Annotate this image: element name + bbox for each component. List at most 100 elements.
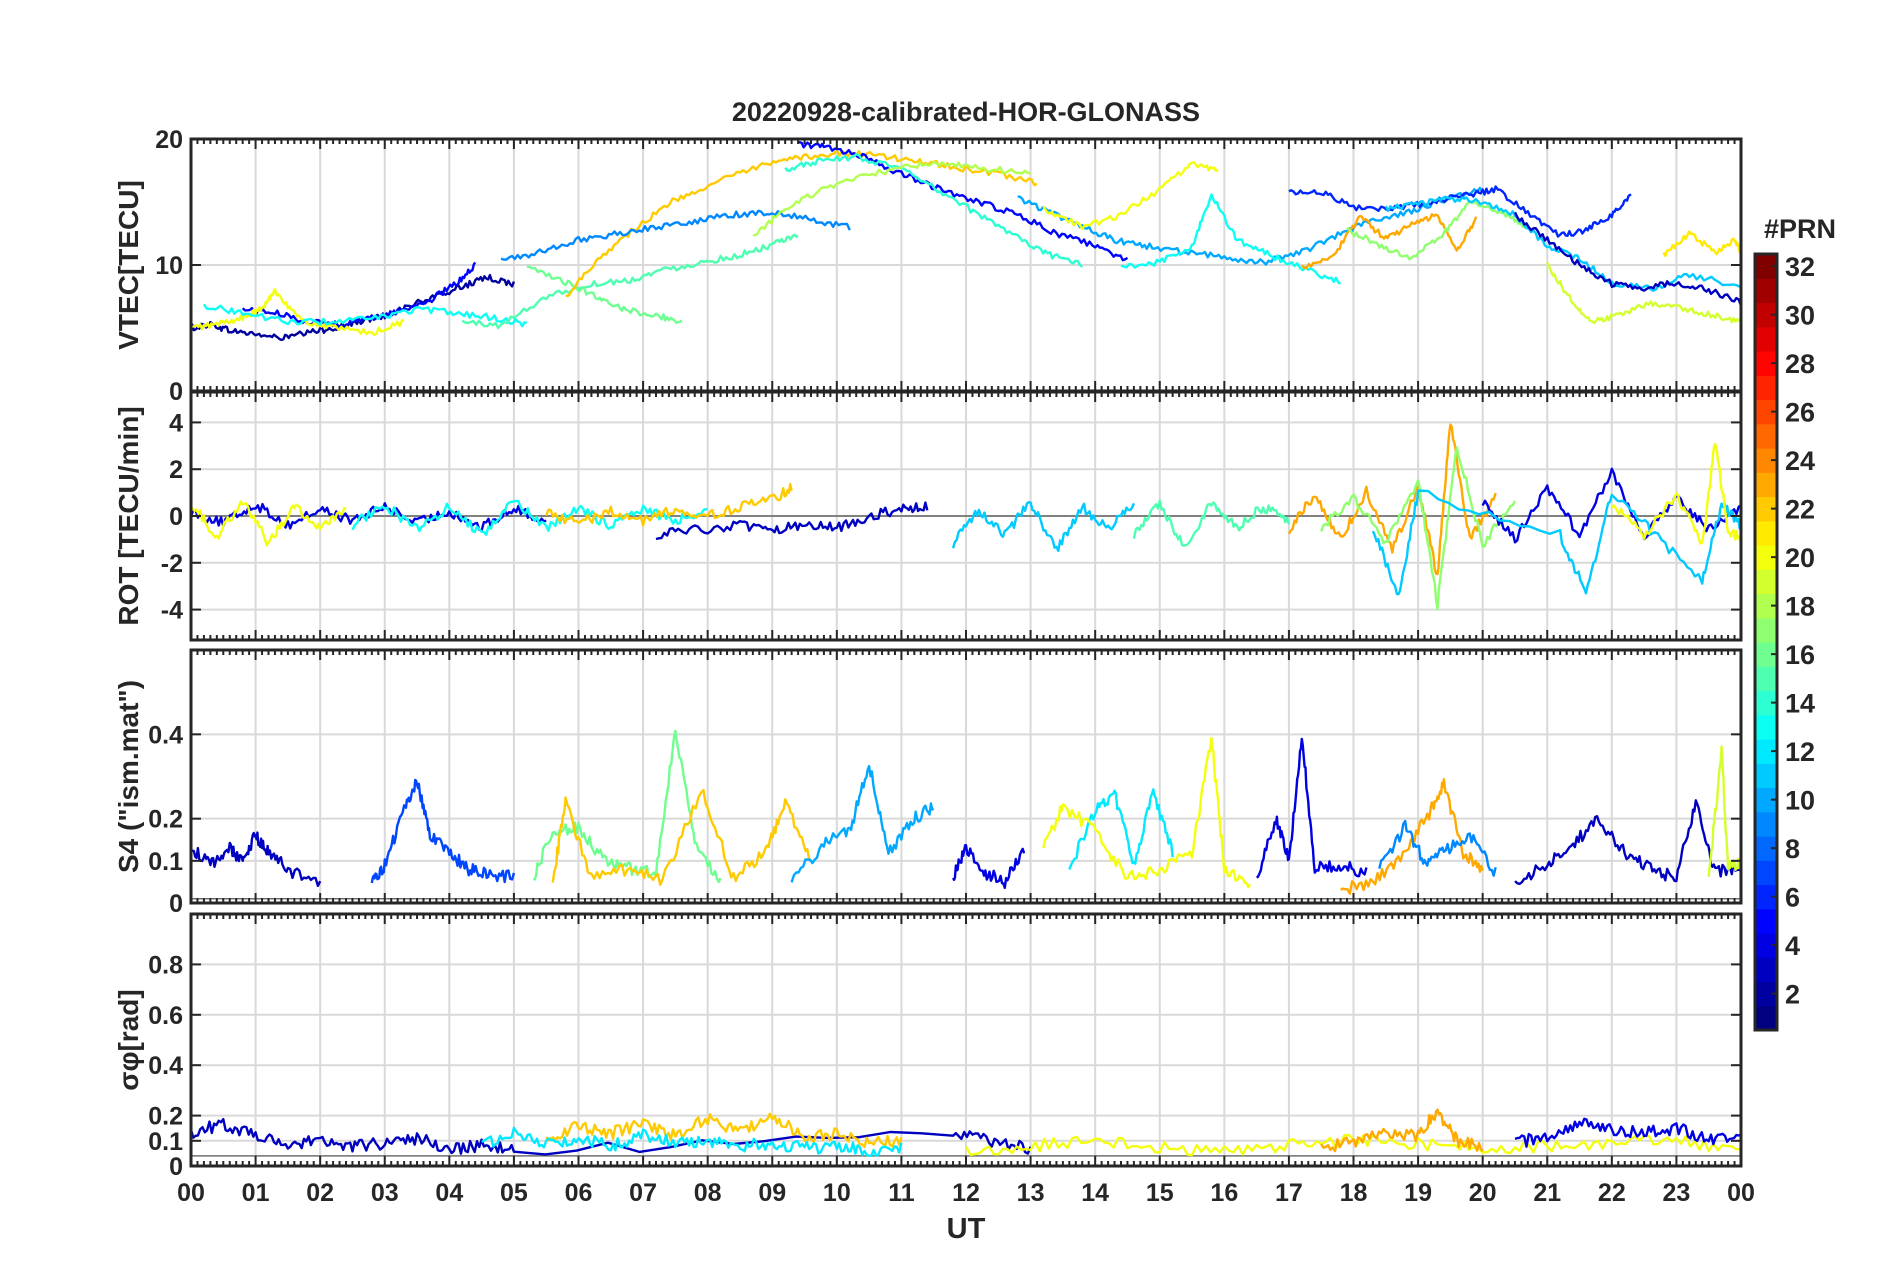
panel-sigma: 00.10.2 0.4 0.6 0.8σφ[rad] xyxy=(113,912,1743,1181)
x-tick-label: 15 xyxy=(1146,1179,1174,1207)
colorbar-segment xyxy=(1755,617,1777,643)
data-series-prn-4 xyxy=(191,502,547,532)
y-tick-label: 0 xyxy=(169,503,183,531)
data-series-prn-6 xyxy=(1288,185,1632,238)
y-tick-label: 0.1 xyxy=(148,1128,183,1156)
colorbar-tick-label: 14 xyxy=(1785,689,1815,719)
x-tick-label: 00 xyxy=(1727,1179,1755,1207)
colorbar-segment xyxy=(1755,375,1777,401)
y-tick-label: 0.2 xyxy=(148,806,183,834)
colorbar-tick-label: 18 xyxy=(1785,592,1815,622)
colorbar-segment xyxy=(1755,787,1777,813)
colorbar-segment xyxy=(1755,957,1777,983)
colorbar-segment xyxy=(1755,254,1777,279)
panel-rot: -4 -2 0 2 4 ROT [TECU/min] xyxy=(113,390,1743,642)
data-series-prn-20 xyxy=(191,500,347,547)
series-group-sigma xyxy=(191,1108,1741,1157)
colorbar-segment xyxy=(1755,351,1777,376)
data-series-prn-23 xyxy=(1287,423,1497,576)
data-series-prn-20 xyxy=(1042,161,1219,231)
colorbar-segment xyxy=(1755,884,1777,910)
data-series-prn-12 xyxy=(1068,788,1174,870)
y-axis-label-rot: ROT [TECU/min] xyxy=(113,406,144,625)
x-axis-label: UT xyxy=(947,1213,986,1245)
colorbar-tick-label: 4 xyxy=(1785,931,1800,961)
colorbar-segment xyxy=(1755,739,1777,764)
data-series-prn-17 xyxy=(1320,446,1517,611)
x-tick-label: 10 xyxy=(823,1179,851,1207)
data-series-prn-3 xyxy=(191,831,322,888)
colorbar-segment xyxy=(1755,666,1777,692)
data-series-prn-4 xyxy=(1481,467,1741,544)
colorbar-segment xyxy=(1755,908,1777,934)
x-tick-label: 04 xyxy=(435,1179,463,1207)
y-tick-label: 0 xyxy=(169,378,183,406)
data-series-prn-15 xyxy=(461,233,799,330)
data-series-prn-3 xyxy=(1514,799,1741,886)
colorbar-tick-label: 8 xyxy=(1785,834,1800,864)
x-tick-label: 23 xyxy=(1663,1179,1691,1207)
data-series-prn-20 xyxy=(1611,442,1741,545)
colorbar-tick-label: 30 xyxy=(1785,301,1815,331)
colorbar-segment xyxy=(1755,690,1777,716)
panel-vtec: 0 10 20 VTEC[TECU] xyxy=(113,126,1743,406)
y-tick-label: 0.4 xyxy=(148,1052,183,1080)
data-series-prn-22 xyxy=(565,149,1038,298)
panel-s4: 0 0.1 0.2 0.4S4 ("ism.mat") xyxy=(113,648,1743,918)
data-series-prn-3 xyxy=(655,501,929,541)
data-series-prn-16 xyxy=(526,265,683,325)
data-series-prn-20 xyxy=(191,288,405,336)
colorbar-tick-label: 26 xyxy=(1785,398,1815,428)
x-tick-label: 05 xyxy=(500,1179,528,1207)
y-tick-label: 0.6 xyxy=(148,1002,183,1030)
data-series-prn-19 xyxy=(1546,262,1741,325)
y-tick-label: -4 xyxy=(161,597,183,625)
colorbar-segment xyxy=(1755,714,1777,740)
data-series-prn-9 xyxy=(500,209,851,261)
x-tick-label: 11 xyxy=(888,1179,915,1207)
y-tick-label: 10 xyxy=(155,252,183,280)
data-series-prn-14 xyxy=(784,153,1084,268)
y-tick-label: 0.8 xyxy=(148,951,183,979)
colorbar-segment xyxy=(1755,399,1777,425)
x-tick-label: 02 xyxy=(306,1179,334,1207)
data-series-prn-23 xyxy=(1340,778,1484,895)
data-series-prn-10 xyxy=(1017,186,1484,266)
colorbar-segment xyxy=(1755,278,1777,304)
data-series-prn-5 xyxy=(241,261,477,329)
y-tick-label: 0.1 xyxy=(148,848,183,876)
y-axis-label-s4: S4 ("ism.mat") xyxy=(113,680,144,873)
x-tick-label: 14 xyxy=(1081,1179,1109,1207)
data-series-prn-3 xyxy=(1513,211,1741,307)
colorbar-segment xyxy=(1755,496,1777,522)
colorbar-segment xyxy=(1755,593,1777,619)
y-tick-label: 4 xyxy=(169,409,183,437)
colorbar-tick-label: 20 xyxy=(1785,543,1815,573)
x-tick-label: 19 xyxy=(1404,1179,1432,1207)
y-axis-label-vtec: VTEC[TECU] xyxy=(113,180,144,350)
colorbar-tick-label: 2 xyxy=(1785,980,1800,1010)
colorbar-segment xyxy=(1755,569,1777,595)
x-tick-label: 01 xyxy=(242,1179,270,1207)
series-group-vtec xyxy=(191,141,1741,391)
y-axis-label-sigma: σφ[rad] xyxy=(113,989,144,1090)
x-tick-label: 00 xyxy=(177,1179,205,1207)
x-tick-label: 21 xyxy=(1533,1179,1561,1207)
colorbar-tick-label: 28 xyxy=(1785,349,1815,379)
colorbar-tick-label: 12 xyxy=(1785,737,1815,767)
data-series-prn-4 xyxy=(1256,737,1368,879)
colorbar-tick-label: 24 xyxy=(1785,446,1815,476)
data-series-prn-5 xyxy=(797,141,1129,262)
chart-title: 20220928-calibrated-HOR-GLONASS xyxy=(732,97,1200,127)
x-tick-label: 16 xyxy=(1210,1179,1238,1207)
x-tick-label: 03 xyxy=(371,1179,399,1207)
x-tick-label: 06 xyxy=(565,1179,593,1207)
colorbar-segment xyxy=(1755,811,1777,837)
data-series-prn-18 xyxy=(752,160,1031,237)
colorbar-tick-label: 16 xyxy=(1785,640,1815,670)
y-tick-label: -2 xyxy=(161,550,183,578)
x-tick-label: 20 xyxy=(1469,1179,1497,1207)
